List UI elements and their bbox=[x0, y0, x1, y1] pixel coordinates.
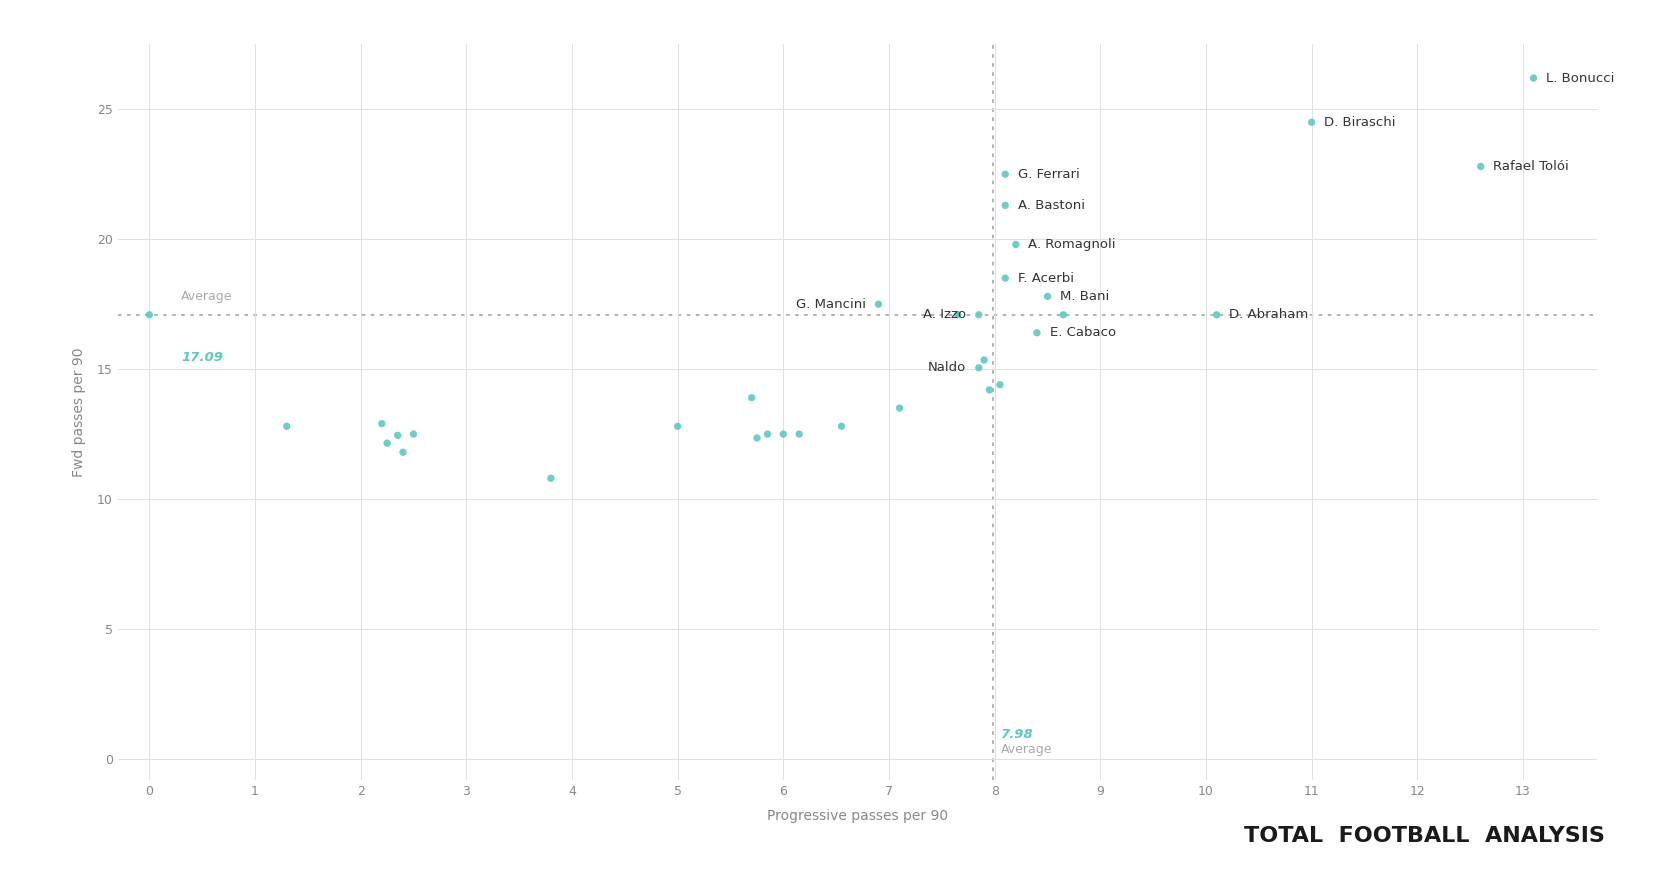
X-axis label: Progressive passes per 90: Progressive passes per 90 bbox=[766, 809, 948, 823]
Text: A. Bastoni: A. Bastoni bbox=[1018, 199, 1084, 212]
Point bbox=[785, 427, 811, 441]
Point bbox=[885, 401, 912, 416]
Text: TOTAL  FOOTBALL  ANALYSIS: TOTAL FOOTBALL ANALYSIS bbox=[1243, 826, 1604, 846]
Text: Rafael Tolói: Rafael Tolói bbox=[1492, 160, 1567, 173]
Point bbox=[754, 427, 781, 441]
Point bbox=[373, 436, 400, 450]
Point bbox=[1001, 237, 1028, 252]
Point bbox=[976, 383, 1003, 397]
Text: D. Abraham: D. Abraham bbox=[1228, 308, 1307, 322]
Point bbox=[1519, 71, 1546, 85]
Point bbox=[1203, 307, 1230, 322]
Point bbox=[944, 307, 971, 322]
Point bbox=[964, 361, 991, 375]
Point bbox=[991, 198, 1018, 213]
Text: L. Bonucci: L. Bonucci bbox=[1546, 72, 1614, 84]
Text: M. Bani: M. Bani bbox=[1060, 290, 1109, 303]
Point bbox=[991, 167, 1018, 182]
Point bbox=[368, 416, 395, 431]
Point bbox=[136, 307, 163, 322]
Point bbox=[664, 419, 690, 433]
Text: 17.09: 17.09 bbox=[181, 351, 223, 364]
Point bbox=[865, 297, 892, 311]
Point bbox=[969, 353, 996, 367]
Point bbox=[1297, 115, 1324, 129]
Point bbox=[828, 419, 855, 433]
Text: Average: Average bbox=[1000, 743, 1052, 757]
Point bbox=[964, 307, 991, 322]
Point bbox=[1467, 159, 1494, 174]
Text: A. Izzo: A. Izzo bbox=[922, 308, 966, 322]
Point bbox=[390, 445, 417, 459]
Text: A. Romagnoli: A. Romagnoli bbox=[1028, 237, 1116, 251]
Point bbox=[1033, 289, 1060, 303]
Point bbox=[1023, 326, 1050, 340]
Point bbox=[986, 377, 1013, 392]
Text: E. Cabaco: E. Cabaco bbox=[1048, 326, 1116, 339]
Point bbox=[274, 419, 301, 433]
Text: G. Ferrari: G. Ferrari bbox=[1018, 167, 1079, 181]
Text: Average: Average bbox=[181, 290, 232, 303]
Point bbox=[769, 427, 796, 441]
Text: 7.98: 7.98 bbox=[1000, 727, 1033, 741]
Text: D. Biraschi: D. Biraschi bbox=[1324, 116, 1394, 128]
Text: F. Acerbi: F. Acerbi bbox=[1018, 272, 1074, 284]
Text: Naldo: Naldo bbox=[927, 361, 966, 374]
Point bbox=[538, 471, 564, 486]
Text: G. Mancini: G. Mancini bbox=[795, 298, 865, 311]
Point bbox=[743, 431, 769, 445]
Y-axis label: Fwd passes per 90: Fwd passes per 90 bbox=[72, 347, 86, 477]
Point bbox=[738, 391, 764, 405]
Point bbox=[1050, 307, 1077, 322]
Point bbox=[400, 427, 427, 441]
Point bbox=[385, 428, 412, 442]
Point bbox=[991, 271, 1018, 285]
